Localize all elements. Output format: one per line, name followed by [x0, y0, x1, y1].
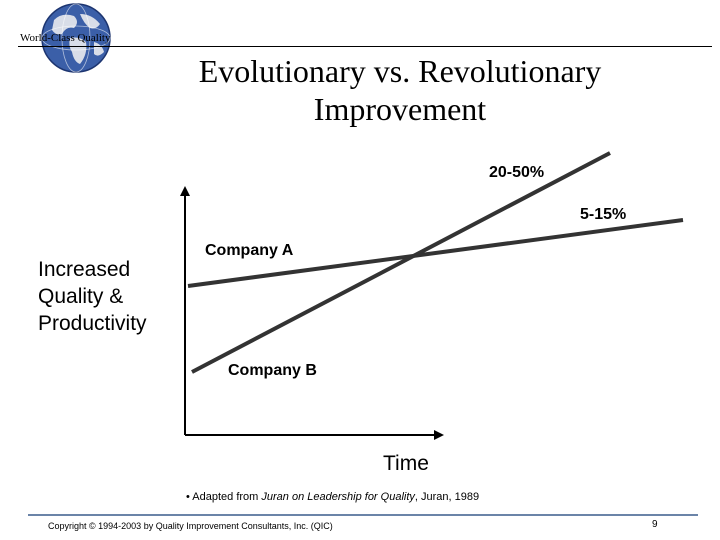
- title-line-1: Evolutionary vs. Revolutionary: [198, 53, 602, 89]
- company-b-line: [191, 151, 611, 374]
- y-axis-label-line-3: Productivity: [38, 312, 147, 335]
- company-b-label: Company B: [228, 362, 317, 379]
- copyright-text: Copyright © 1994-2003 by Quality Improve…: [48, 521, 333, 531]
- title-line-2: Improvement: [313, 91, 487, 127]
- source-prefix: • Adapted from: [186, 491, 262, 503]
- header-divider: [18, 46, 712, 47]
- company-b-rate-label: 20-50%: [489, 164, 545, 181]
- company-a-line: [187, 218, 684, 288]
- y-axis-label-line-1: Increased: [38, 258, 131, 281]
- y-axis-label-line-2: Quality &: [38, 285, 124, 308]
- x-axis-label: Time: [383, 452, 429, 475]
- source-suffix: , Juran, 1989: [414, 491, 480, 503]
- company-a-label: Company A: [205, 242, 294, 259]
- slide-title: Evolutionary vs. Revolutionary Improveme…: [130, 52, 670, 128]
- brand-label: World-Class Quality: [20, 32, 111, 44]
- source-book-title: Juran on Leadership for Quality: [261, 491, 415, 503]
- footer-divider: [28, 514, 698, 516]
- page-number: 9: [652, 519, 658, 530]
- source-note: • Adapted from Juran on Leadership for Q…: [186, 491, 479, 503]
- y-axis-label: Increased Quality & Productivity: [38, 256, 188, 337]
- globe-logo-icon: [41, 3, 111, 73]
- company-a-rate-label: 5-15%: [580, 206, 627, 223]
